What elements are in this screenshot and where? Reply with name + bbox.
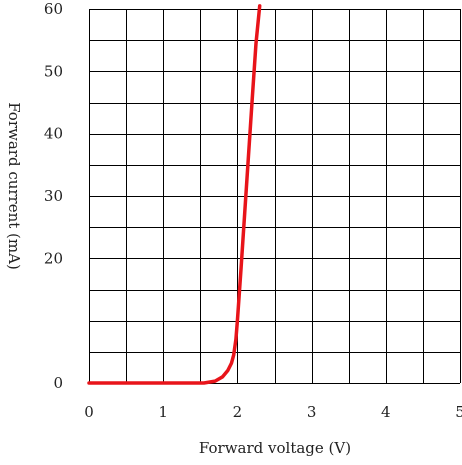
y-tick-label: 20 — [44, 249, 63, 267]
y-tick-label: 40 — [44, 125, 63, 143]
x-tick-label: 2 — [233, 403, 243, 421]
x-tick-label: 5 — [455, 403, 462, 421]
x-tick-label: 3 — [307, 403, 317, 421]
x-tick-label: 4 — [381, 403, 391, 421]
y-tick-label: 60 — [44, 0, 63, 18]
x-tick-label: 1 — [158, 403, 168, 421]
y-tick-label: 50 — [44, 62, 63, 80]
chart-grid — [89, 9, 461, 384]
chart-series — [87, 4, 262, 385]
x-axis-title: Forward voltage (V) — [199, 439, 351, 457]
x-axis-ticks: 0 1 2 3 4 5 — [84, 403, 462, 421]
y-tick-label: 30 — [44, 187, 63, 205]
y-tick-label: 0 — [53, 374, 63, 392]
y-axis-title: Forward current (mA) — [5, 102, 23, 270]
x-tick-label: 0 — [84, 403, 94, 421]
series-line — [87, 4, 262, 385]
y-axis-ticks: 0 20 30 40 50 60 — [44, 0, 63, 392]
